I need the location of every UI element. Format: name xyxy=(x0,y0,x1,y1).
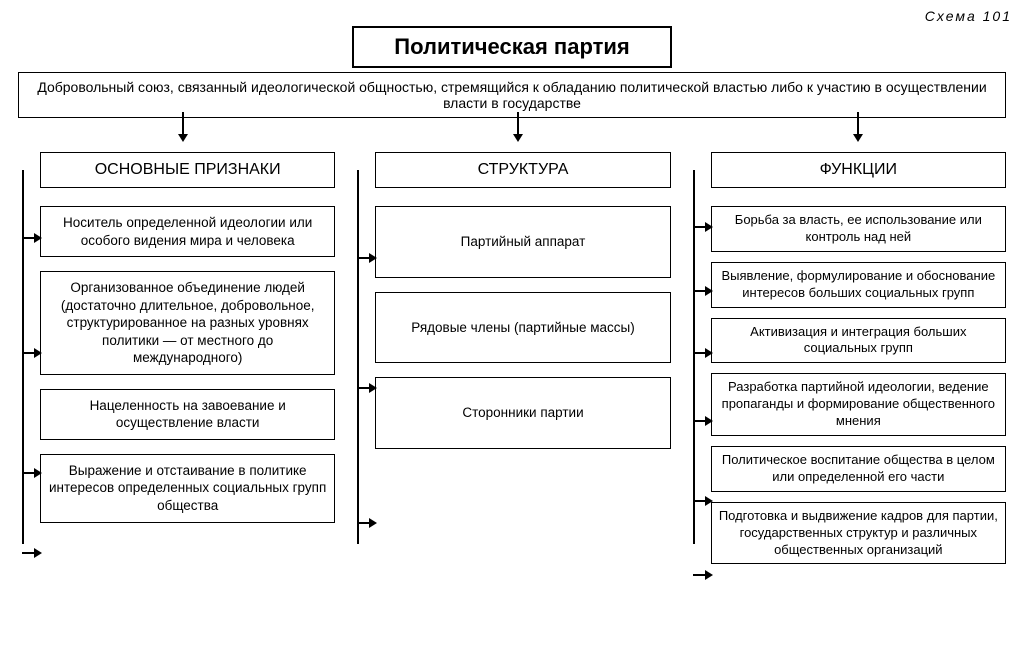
list-item: Выражение и отстаивание в политике интер… xyxy=(40,454,335,523)
arrow-down-icon xyxy=(182,112,184,140)
arrow-down-icon xyxy=(517,112,519,140)
list-item: Разработка партийной идеологии, ведение … xyxy=(711,373,1006,436)
arrow-right-icon xyxy=(693,352,711,354)
list-item: Рядовые члены (партийные массы) xyxy=(375,292,670,364)
column-header: СТРУКТУРА xyxy=(375,152,670,188)
list-item: Партийный аппарат xyxy=(375,206,670,278)
arrow-right-icon xyxy=(357,257,375,259)
list-item: Сторонники партии xyxy=(375,377,670,449)
list-item: Активизация и интеграция больших социаль… xyxy=(711,318,1006,364)
spine-line xyxy=(22,170,24,544)
arrow-right-icon xyxy=(357,522,375,524)
column-header: ОСНОВНЫЕ ПРИЗНАКИ xyxy=(40,152,335,188)
title-container: Политическая партия xyxy=(12,26,1012,68)
arrow-down-icon xyxy=(857,112,859,140)
arrow-right-icon xyxy=(22,552,40,554)
arrow-right-icon xyxy=(693,500,711,502)
arrow-right-icon xyxy=(693,420,711,422)
scheme-label: Схема 101 xyxy=(12,8,1012,24)
column-signs: ОСНОВНЫЕ ПРИЗНАКИ Носитель определенной … xyxy=(18,152,335,574)
list-item: Подготовка и выдвижение кадров для парти… xyxy=(711,502,1006,565)
list-item: Политическое воспитание общества в целом… xyxy=(711,446,1006,492)
arrow-right-icon xyxy=(693,290,711,292)
list-item: Организованное объединение людей (достат… xyxy=(40,271,335,375)
spine-line xyxy=(357,170,359,544)
main-title: Политическая партия xyxy=(352,26,671,68)
arrow-right-icon xyxy=(22,472,40,474)
list-item: Нацеленность на завоевание и осуществлен… xyxy=(40,389,335,440)
arrow-right-icon xyxy=(22,237,40,239)
column-header: ФУНКЦИИ xyxy=(711,152,1006,188)
columns-container: ОСНОВНЫЕ ПРИЗНАКИ Носитель определенной … xyxy=(12,152,1012,574)
list-item: Борьба за власть, ее использование или к… xyxy=(711,206,1006,252)
list-item: Выявление, формулирование и обоснование … xyxy=(711,262,1006,308)
column-functions: ФУНКЦИИ Борьба за власть, ее использован… xyxy=(689,152,1006,574)
arrow-right-icon xyxy=(22,352,40,354)
column-structure: СТРУКТУРА Партийный аппарат Рядовые член… xyxy=(353,152,670,574)
arrow-right-icon xyxy=(693,574,711,576)
arrow-right-icon xyxy=(693,226,711,228)
diagram-root: Схема 101 Политическая партия Добровольн… xyxy=(12,8,1012,574)
arrow-right-icon xyxy=(357,387,375,389)
list-item: Носитель определенной идеологии или особ… xyxy=(40,206,335,257)
